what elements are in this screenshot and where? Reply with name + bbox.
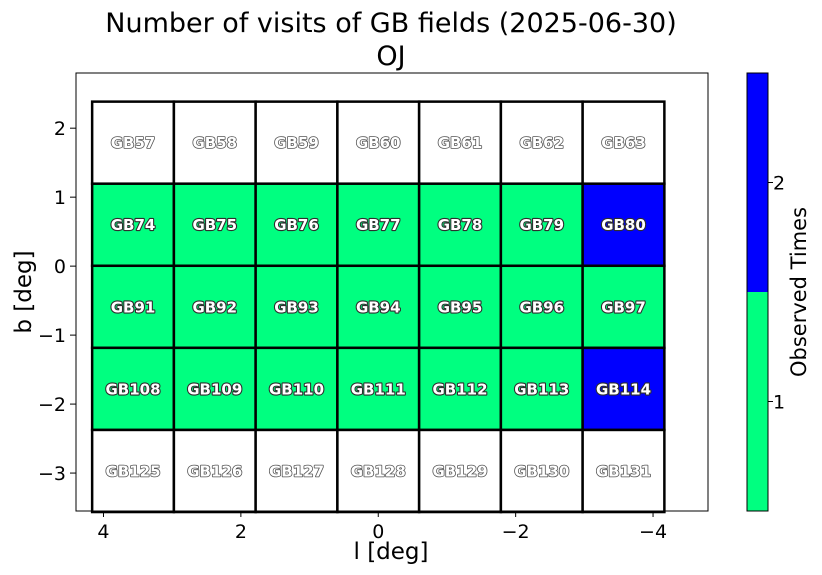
x-tick-label: −2 <box>502 521 530 543</box>
colorbar-tick-label: 1 <box>773 392 785 414</box>
field-label: GB79 <box>519 216 564 234</box>
field-label: GB80 <box>601 216 646 234</box>
field-label: GB125 <box>105 462 160 480</box>
y-tick-label: −2 <box>38 394 66 416</box>
field-label: GB112 <box>432 380 487 398</box>
colorbar-segment <box>747 292 768 511</box>
field-cell <box>581 428 666 514</box>
colorbar-segment <box>747 73 768 292</box>
x-axis-label: l [deg] <box>354 539 429 565</box>
field-cell <box>581 182 666 268</box>
field-label: GB61 <box>438 134 483 152</box>
field-cells <box>90 100 666 514</box>
field-label: GB110 <box>269 380 324 398</box>
field-label: GB59 <box>274 134 319 152</box>
field-cell <box>499 100 584 185</box>
field-label: GB92 <box>192 298 237 316</box>
field-label: GB109 <box>187 380 242 398</box>
field-cell <box>90 346 176 432</box>
field-label: GB113 <box>514 380 569 398</box>
field-label: GB108 <box>105 380 160 398</box>
colorbar-frame <box>746 72 769 512</box>
colorbar-label: Observed Times <box>787 207 811 377</box>
field-cell <box>254 428 339 514</box>
field-label: GB95 <box>438 298 483 316</box>
field-label: GB58 <box>192 134 237 152</box>
x-axis: 4 2 0 −2 −4 <box>97 511 667 543</box>
plot-frame <box>75 72 709 512</box>
x-tick-label: 0 <box>372 521 384 543</box>
field-cell <box>172 346 257 432</box>
x-tick-label: 2 <box>235 521 247 543</box>
field-labels: GB57 GB58 GB59 GB60 GB61 GB62 GB63 GB74 GB75 GB76… <box>104 133 652 481</box>
y-tick-label: 0 <box>54 256 66 278</box>
colorbar: 12 <box>746 72 785 512</box>
field-cell <box>499 264 584 350</box>
y-tick-label: 2 <box>54 118 66 140</box>
field-label: GB60 <box>356 134 401 152</box>
y-axis-label: b [deg] <box>11 250 37 333</box>
field-label: GB111 <box>351 380 406 398</box>
field-cell <box>90 182 176 268</box>
field-label: GB131 <box>596 462 651 480</box>
chart-subtitle: OJ <box>376 41 405 72</box>
field-label: GB63 <box>601 134 646 152</box>
field-label: GB57 <box>111 134 156 152</box>
field-label: GB75 <box>192 216 237 234</box>
field-cell <box>90 428 176 514</box>
y-tick-label: −3 <box>38 463 66 485</box>
y-tick-label: −1 <box>38 325 66 347</box>
field-cell <box>581 264 666 350</box>
chart-title: Number of visits of GB fields (2025-06-3… <box>105 8 676 39</box>
colorbar-tick-label: 2 <box>773 173 785 195</box>
field-label: GB76 <box>274 216 319 234</box>
field-label: GB126 <box>187 462 242 480</box>
field-label: GB93 <box>274 298 319 316</box>
x-tick-label: 4 <box>97 521 109 543</box>
field-label: GB77 <box>356 216 401 234</box>
field-cell <box>90 100 176 185</box>
field-cell <box>254 264 339 350</box>
field-cell <box>499 346 584 432</box>
field-cell <box>254 182 339 268</box>
field-label: GB97 <box>601 298 646 316</box>
field-label: GB62 <box>519 134 564 152</box>
field-cell <box>417 264 503 350</box>
field-cell <box>172 264 257 350</box>
field-label: GB114 <box>596 380 651 398</box>
field-label: GB128 <box>351 462 406 480</box>
field-label: GB129 <box>432 462 487 480</box>
field-label: GB91 <box>111 298 156 316</box>
field-label: GB127 <box>269 462 324 480</box>
field-label: GB94 <box>356 298 401 316</box>
field-cell <box>499 428 584 514</box>
field-cell <box>417 182 503 268</box>
field-label: GB130 <box>514 462 569 480</box>
field-label: GB78 <box>438 216 483 234</box>
field-label: GB96 <box>519 298 564 316</box>
y-axis: 2 1 0 −1 −2 −3 <box>38 118 76 485</box>
x-tick-label: −4 <box>639 521 667 543</box>
field-cell <box>172 100 257 185</box>
field-label: GB74 <box>111 216 156 234</box>
y-tick-label: 1 <box>54 187 66 209</box>
